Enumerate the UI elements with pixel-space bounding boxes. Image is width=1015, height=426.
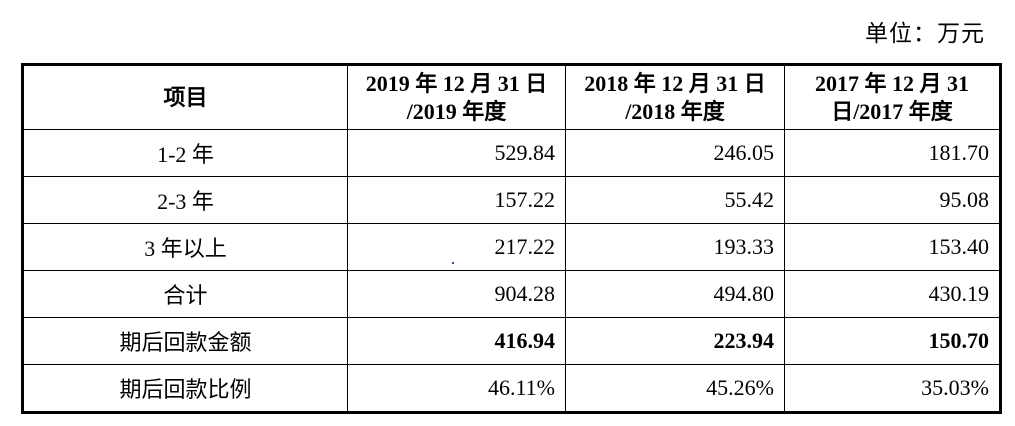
value-cell: 46.11% [347, 364, 566, 413]
header-2018: 2018 年 12 月 31 日 /2018 年度 [565, 64, 785, 130]
header-2019: 2019 年 12 月 31 日 /2019 年度 [347, 64, 566, 130]
row-label: 期后回款金额 [22, 317, 348, 365]
value-cell: 217.22 [347, 223, 566, 271]
header-2017-line1: 2017 年 12 月 31 [814, 70, 969, 96]
value-cell: 904.28 [347, 270, 566, 318]
value-cell: 193.33 [565, 223, 785, 271]
table-row: 3 年以上 217.22 193.33 153.40 [22, 223, 1001, 271]
value-cell: 430.19 [784, 270, 1001, 318]
stray-dot [452, 262, 454, 264]
header-item: 项目 [22, 64, 348, 130]
value-cell: 150.70 [784, 317, 1001, 365]
row-label: 期后回款比例 [22, 364, 348, 413]
value-cell: 55.42 [565, 176, 785, 224]
header-2019-line2: /2019 年度 [406, 98, 507, 124]
value-cell: 181.70 [784, 129, 1001, 177]
unit-label: 单位：万元 [865, 21, 985, 46]
value-cell: 35.03% [784, 364, 1001, 413]
data-table: 项目 2019 年 12 月 31 日 /2019 年度 2018 年 12 月… [21, 63, 1002, 414]
table-row: 合计 904.28 494.80 430.19 [22, 270, 1001, 318]
value-cell: 529.84 [347, 129, 566, 177]
table-row: 1-2 年 529.84 246.05 181.70 [22, 129, 1001, 177]
table-row: 期后回款比例 46.11% 45.26% 35.03% [22, 364, 1001, 413]
header-row: 项目 2019 年 12 月 31 日 /2019 年度 2018 年 12 月… [22, 64, 1001, 130]
value-cell: 223.94 [565, 317, 785, 365]
value-cell: 494.80 [565, 270, 785, 318]
table-row: 期后回款金额 416.94 223.94 150.70 [22, 317, 1001, 365]
header-2018-line1: 2018 年 12 月 31 日 [584, 70, 766, 96]
value-cell: 246.05 [565, 129, 785, 177]
value-cell: 45.26% [565, 364, 785, 413]
table-row: 2-3 年 157.22 55.42 95.08 [22, 176, 1001, 224]
row-label: 3 年以上 [22, 223, 348, 271]
header-2018-line2: /2018 年度 [625, 98, 725, 124]
header-2019-line1: 2019 年 12 月 31 日 [365, 70, 548, 96]
row-label: 1-2 年 [22, 129, 348, 177]
row-label: 2-3 年 [22, 176, 348, 224]
row-label: 合计 [22, 270, 348, 318]
value-cell: 157.22 [347, 176, 566, 224]
header-item-text: 项目 [163, 84, 208, 110]
header-2017: 2017 年 12 月 31 日/2017 年度 [784, 64, 1001, 130]
value-cell: 416.94 [347, 317, 566, 365]
header-2017-line2: 日/2017 年度 [831, 98, 953, 124]
value-cell: 153.40 [784, 223, 1001, 271]
value-cell: 95.08 [784, 176, 1001, 224]
